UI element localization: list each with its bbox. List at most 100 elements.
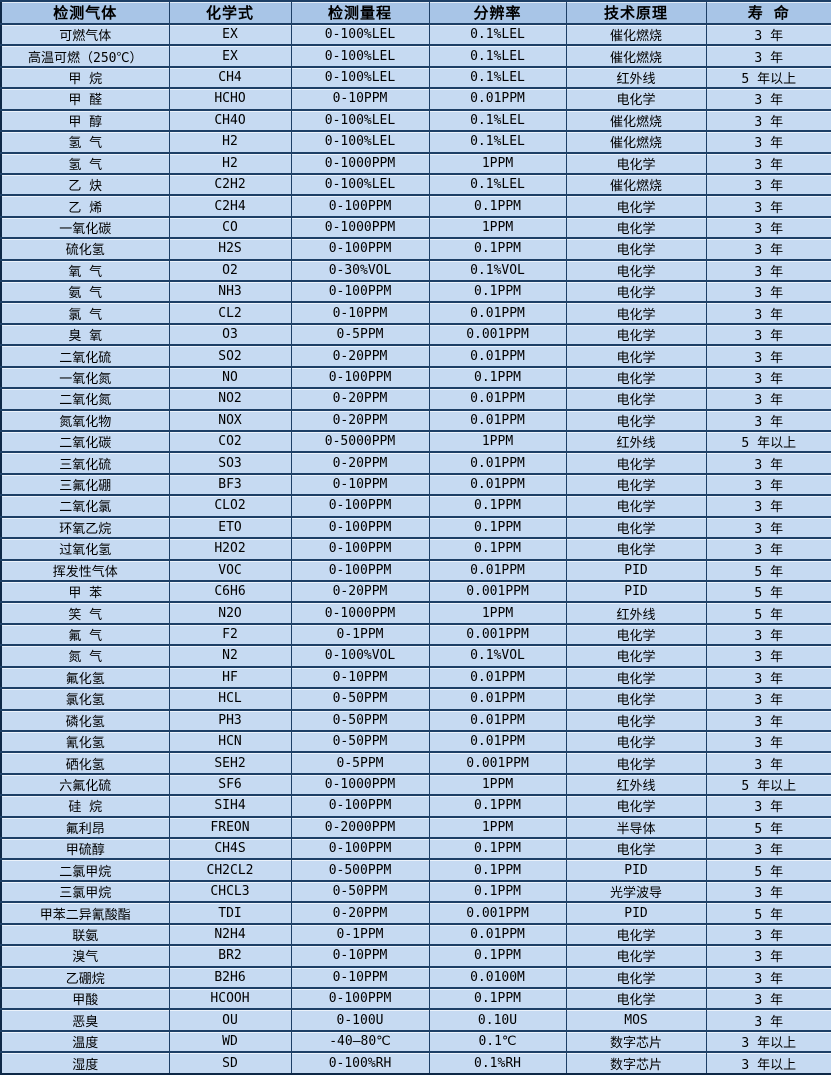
gas-name-cell: 乙 炔 (1, 172, 169, 196)
chemical-formula-cell: EX (168, 44, 291, 67)
detection-range-cell: 0-100PPM (290, 365, 429, 389)
resolution-cell: 0.1PPM (428, 494, 566, 517)
technology-cell: 红外线 (565, 65, 706, 89)
technology-cell: 催化燃烧 (565, 130, 706, 153)
technology-cell: 电化学 (565, 515, 706, 539)
chemical-formula-cell: BR2 (168, 944, 291, 967)
chemical-formula-cell: CHCL3 (168, 879, 291, 903)
table-row: 温度 WD -40—80℃ 0.1℃ 数字芯片 3 年以上 (1, 1029, 831, 1053)
lifespan-cell: 5 年 (705, 601, 831, 624)
lifespan-cell: 3 年 (705, 408, 831, 432)
technology-cell: 电化学 (565, 237, 706, 260)
chemical-formula-cell: B2H6 (168, 965, 291, 988)
table-row: 高温可燃（250℃） EX 0-100%LEL 0.1%LEL 催化燃烧 3 年 (1, 44, 831, 67)
table-row: 硒化氢 SEH2 0-5PPM 0.001PPM 电化学 3 年 (1, 751, 831, 774)
detection-range-cell: 0-100%LEL (290, 130, 429, 153)
chemical-formula-cell: O3 (168, 322, 291, 346)
chemical-formula-cell: VOC (168, 558, 291, 581)
resolution-cell: 0.01PPM (428, 87, 566, 110)
detection-range-cell: 0-1000PPM (290, 601, 429, 624)
chemical-formula-cell: C2H2 (168, 172, 291, 196)
column-header-lifespan: 寿 命 (705, 0, 831, 24)
technology-cell: 电化学 (565, 708, 706, 731)
lifespan-cell: 3 年 (705, 472, 831, 496)
table-row: 乙 炔 C2H2 0-100%LEL 0.1%LEL 催化燃烧 3 年 (1, 172, 831, 196)
lifespan-cell: 3 年 (705, 622, 831, 646)
chemical-formula-cell: CL2 (168, 301, 291, 324)
resolution-cell: 0.1%VOL (428, 258, 566, 282)
gas-name-cell: 乙 烯 (1, 194, 169, 217)
technology-cell: 电化学 (565, 387, 706, 410)
lifespan-cell: 3 年 (705, 515, 831, 539)
chemical-formula-cell: NO2 (168, 387, 291, 410)
table-row: 氢 气 H2 0-1000PPM 1PPM 电化学 3 年 (1, 151, 831, 174)
detection-range-cell: 0-30%VOL (290, 258, 429, 282)
gas-name-cell: 氮氧化物 (1, 408, 169, 432)
lifespan-cell: 3 年 (705, 44, 831, 67)
chemical-formula-cell: HF (168, 665, 291, 689)
gas-name-cell: 溴气 (1, 944, 169, 967)
table-row: 恶臭 OU 0-100U 0.10U MOS 3 年 (1, 1008, 831, 1031)
column-header-gas-name: 检测气体 (1, 0, 169, 24)
technology-cell: 电化学 (565, 472, 706, 496)
technology-cell: 数字芯片 (565, 1051, 706, 1074)
resolution-cell: 0.01PPM (428, 472, 566, 496)
chemical-formula-cell: NO (168, 365, 291, 389)
gas-name-cell: 三氯甲烷 (1, 879, 169, 903)
technology-cell: 电化学 (565, 365, 706, 389)
gas-name-cell: 甲 烷 (1, 65, 169, 89)
lifespan-cell: 3 年 (705, 986, 831, 1010)
lifespan-cell: 3 年 (705, 344, 831, 367)
technology-cell: 光学波导 (565, 879, 706, 903)
column-header-resolution: 分辨率 (428, 0, 566, 24)
resolution-cell: 0.1PPM (428, 986, 566, 1010)
chemical-formula-cell: H2S (168, 237, 291, 260)
column-header-detection-range: 检测量程 (290, 0, 429, 24)
chemical-formula-cell: NOX (168, 408, 291, 432)
detection-range-cell: 0-20PPM (290, 451, 429, 474)
lifespan-cell: 3 年 (705, 151, 831, 174)
detection-range-cell: 0-1PPM (290, 622, 429, 646)
technology-cell: 电化学 (565, 280, 706, 303)
table-row: 氟利昂 FREON 0-2000PPM 1PPM 半导体 5 年 (1, 815, 831, 839)
table-row: 氯化氢 HCL 0-50PPM 0.01PPM 电化学 3 年 (1, 687, 831, 710)
gas-name-cell: 二氯甲烷 (1, 858, 169, 881)
gas-name-cell: 硅 烷 (1, 794, 169, 817)
table-row: 甲硫醇 CH4S 0-100PPM 0.1PPM 电化学 3 年 (1, 837, 831, 860)
technology-cell: 催化燃烧 (565, 22, 706, 46)
lifespan-cell: 3 年 (705, 258, 831, 282)
table-row: 溴气 BR2 0-10PPM 0.1PPM 电化学 3 年 (1, 944, 831, 967)
chemical-formula-cell: O2 (168, 258, 291, 282)
gas-name-cell: 甲苯二异氰酸酯 (1, 901, 169, 924)
chemical-formula-cell: CO2 (168, 429, 291, 453)
resolution-cell: 1PPM (428, 601, 566, 624)
detection-range-cell: -40—80℃ (290, 1029, 429, 1053)
chemical-formula-cell: CH4 (168, 65, 291, 89)
table-row: 氢 气 H2 0-100%LEL 0.1%LEL 催化燃烧 3 年 (1, 130, 831, 153)
chemical-formula-cell: OU (168, 1008, 291, 1031)
chemical-formula-cell: CO (168, 215, 291, 239)
detection-range-cell: 0-10PPM (290, 472, 429, 496)
technology-cell: 电化学 (565, 644, 706, 667)
chemical-formula-cell: H2 (168, 151, 291, 174)
chemical-formula-cell: HCOOH (168, 986, 291, 1010)
resolution-cell: 0.01PPM (428, 665, 566, 689)
resolution-cell: 1PPM (428, 429, 566, 453)
chemical-formula-cell: CH4O (168, 108, 291, 132)
detection-range-cell: 0-100%LEL (290, 172, 429, 196)
resolution-cell: 1PPM (428, 215, 566, 239)
lifespan-cell: 3 年 (705, 280, 831, 303)
detection-range-cell: 0-20PPM (290, 901, 429, 924)
technology-cell: 电化学 (565, 965, 706, 988)
detection-range-cell: 0-100PPM (290, 986, 429, 1010)
gas-name-cell: 氟化氢 (1, 665, 169, 689)
table-row: 二氧化硫 SO2 0-20PPM 0.01PPM 电化学 3 年 (1, 344, 831, 367)
table-row: 氰化氢 HCN 0-50PPM 0.01PPM 电化学 3 年 (1, 729, 831, 753)
technology-cell: 红外线 (565, 601, 706, 624)
technology-cell: 电化学 (565, 87, 706, 110)
resolution-cell: 0.1%LEL (428, 65, 566, 89)
chemical-formula-cell: SF6 (168, 772, 291, 796)
table-row: 氯 气 CL2 0-10PPM 0.01PPM 电化学 3 年 (1, 301, 831, 324)
lifespan-cell: 3 年 (705, 451, 831, 474)
lifespan-cell: 3 年 (705, 494, 831, 517)
